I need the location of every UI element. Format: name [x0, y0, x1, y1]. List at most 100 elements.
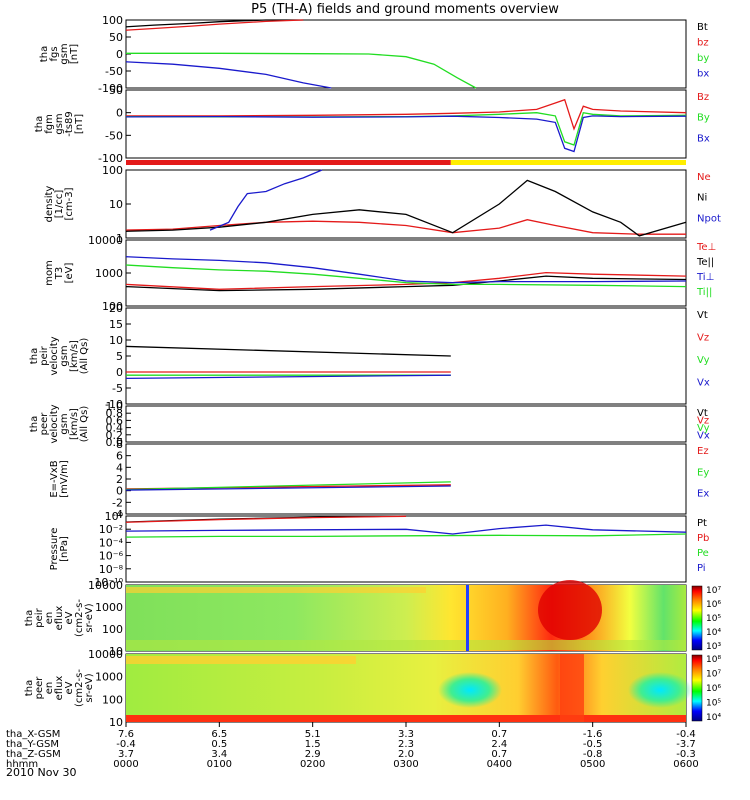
peer_spec-ytick-label: 100	[102, 693, 123, 706]
peer-ytick-label: 0.4	[106, 422, 124, 435]
fgs-legend-2: by	[697, 53, 709, 64]
density-ylabel-line: density	[44, 186, 55, 223]
peir_spec-ylabel: tha peir en eflux eV (cm2-s-sr-eV)	[24, 599, 95, 637]
peer_spec-ylabel-line: sr-eV)	[84, 673, 95, 702]
peir_spec-ylabel-line: peir	[34, 607, 45, 627]
pressure-legend-2: Pe	[697, 548, 709, 559]
mom-series-2	[125, 256, 687, 284]
peir-ytick-label: 20	[109, 302, 123, 315]
density-ylabel-line: [1/cc]	[54, 190, 65, 219]
density-panel: 100 10 1 density [1/cc] [cm-3] Ne Ni Npot	[44, 164, 721, 245]
peer_spec-colorbar-label: 10⁷	[706, 670, 721, 680]
peir-spectrogram-image	[126, 580, 686, 651]
fgs-ylabel-line: gsm	[59, 43, 70, 64]
mom-ylabel: mom T3 [eV]	[44, 260, 75, 286]
ephemeris-value: 7.6	[118, 729, 134, 740]
peir_spec-ytick-label: 10	[109, 645, 123, 658]
peir-ylabel-line: velocity	[49, 336, 60, 375]
efield-ylabel-line: [mV/m]	[59, 460, 70, 498]
peir-frame	[125, 307, 687, 405]
peir_spec-ylabel-line: sr-eV)	[84, 603, 95, 632]
fgm-series-0	[126, 98, 687, 131]
fgs-panel: 100 50 0 -50 -100 tha fgs gsm [nT] Bt bz by bx	[39, 14, 709, 95]
peer_spec-ytick-label: 10	[109, 716, 123, 729]
ephemeris-value: 0400	[487, 759, 512, 770]
mom-legend-0: Te⊥	[696, 242, 716, 253]
ephemeris-value: -0.3	[676, 749, 696, 760]
peer-ytick-label: 0.6	[106, 414, 124, 427]
fgs-legend-3: bx	[697, 69, 709, 80]
peer-ytick-label: 0.8	[106, 407, 124, 420]
fgs-legend-1: bz	[697, 38, 709, 49]
peir_spec-colorbar-label: 10⁶	[706, 600, 721, 610]
efield-frame	[125, 443, 687, 515]
efield-series-1	[125, 481, 451, 491]
mom-ytick-label: 1000	[95, 267, 123, 280]
mom-legend-2: Ti⊥	[696, 272, 714, 283]
mom-panel: 10000 1000 100 mom T3 [eV] Te⊥ Te|| Ti⊥ Ti||	[44, 234, 716, 313]
fgm-ytick-label: 50	[109, 84, 123, 97]
peir-ylabel: tha peir velocity gsm [km/s] (All Qs)	[29, 336, 90, 375]
ephemeris-value: 0.5	[211, 739, 227, 750]
density-ytick-label: 10	[109, 198, 123, 211]
mom-ylabel-line: mom	[44, 260, 55, 286]
pressure-series-1	[125, 515, 407, 523]
ephemeris-value: 0300	[393, 759, 418, 770]
fgm-legend-2: Bx	[697, 133, 710, 144]
fgs-ylabel: tha fgs gsm [nT]	[39, 43, 80, 64]
ephemeris-value: -0.5	[583, 739, 603, 750]
ephemeris-value: 5.1	[305, 729, 321, 740]
fgm-ylabel-line: fgm	[44, 114, 55, 134]
pressure-legend-1: Pb	[697, 533, 709, 544]
ephemeris-value: 0000	[113, 759, 138, 770]
efield-ytick-label: -4	[112, 508, 123, 521]
peir-legend-3: Vx	[697, 378, 710, 389]
density-ylabel: density [1/cc] [cm-3]	[44, 186, 75, 223]
efield-series-2	[125, 485, 451, 491]
ephemeris-value: 3.3	[398, 729, 414, 740]
peer-legend-0: Vt	[697, 408, 708, 419]
ephemeris-value: -0.4	[116, 739, 136, 750]
mom-legend-1: Te||	[696, 257, 714, 268]
peir_spec-ylabel-line: en	[44, 612, 55, 625]
efield-legend-1: Ey	[697, 467, 709, 478]
peir-ylabel-line: [km/s]	[69, 340, 80, 372]
fgm-ylabel-line: gsm	[54, 113, 65, 134]
peir_spec-colorbar-label: 10³	[706, 642, 721, 652]
efield-ytick-label: 6	[116, 450, 123, 463]
peer-ytick-label: 0.2	[106, 429, 124, 442]
ephemeris-value: 2.3	[398, 739, 414, 750]
density-ylabel-line: [cm-3]	[64, 187, 75, 220]
density-ytick-label: 100	[102, 164, 123, 177]
peir-ytick-label: 0	[116, 366, 123, 379]
fgs-series-2	[126, 52, 477, 89]
peir-ytick-label: -5	[112, 382, 123, 395]
peir-colorbar	[691, 585, 703, 651]
peir_spec-ylabel-line: eV	[64, 611, 75, 624]
peir_spec-ytick-label: 100	[102, 623, 123, 636]
peir-ylabel-line: tha	[29, 348, 40, 364]
peer_spec-ytick-label: 1000	[95, 671, 123, 684]
peer_spec-ytick-label: 10000	[88, 648, 123, 661]
peer-ylabel-line: tha	[29, 416, 40, 432]
ephemeris-value: -0.8	[583, 749, 603, 760]
peer_spec-colorbar-label: 10⁶	[706, 684, 721, 694]
ephemeris-value: 2.0	[398, 749, 414, 760]
peer-spectrogram-image	[126, 654, 692, 722]
ephemeris-value: 0200	[300, 759, 325, 770]
pressure-ylabel-line: Pressure	[49, 528, 60, 571]
efield-legend-2: Ex	[697, 489, 709, 500]
ephemeris-value: 0600	[673, 759, 698, 770]
peer-frame	[125, 405, 687, 443]
peir-legend-0: Vt	[697, 310, 708, 321]
peir_spec-ytick-label: 10000	[88, 579, 123, 592]
fgm-ytick-label: -100	[98, 152, 123, 165]
pressure-series-3	[125, 524, 687, 535]
mom-ytick-label: 100	[102, 300, 123, 313]
density-legend-2: Npot	[697, 213, 721, 224]
ephemeris-value: 3.7	[118, 749, 134, 760]
ephemeris-value: 1.5	[305, 739, 321, 750]
fgs-series-1	[125, 19, 304, 31]
